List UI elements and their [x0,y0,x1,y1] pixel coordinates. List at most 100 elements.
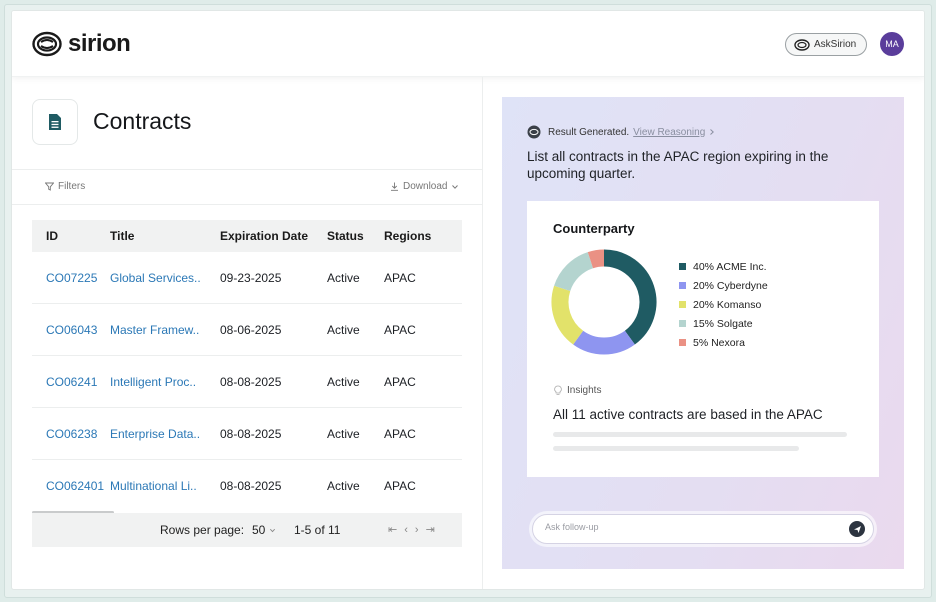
legend-swatch [679,282,686,289]
region-cell: APAC [384,270,416,285]
region-cell: APAC [384,479,416,493]
table-row[interactable]: CO06241 Intelligent Proc.. 08-08-2025 Ac… [32,356,462,408]
sirion-logo-icon [32,31,62,57]
loading-placeholder-line [553,432,847,437]
region-cell: APAC [384,322,416,337]
insights-heading: Insights [553,385,601,396]
send-icon [853,525,861,533]
filters-button[interactable]: Filters [45,181,85,192]
donut-slice-acme-inc [603,249,657,345]
legend-label: 20% Cyberdyne [693,279,768,292]
legend-label: 20% Komanso [693,298,762,311]
chart-title: Counterparty [553,221,635,236]
expiration-date: 08-08-2025 [220,374,282,389]
expiration-date: 08-06-2025 [220,322,282,337]
legend-swatch [679,301,686,308]
insights-label: Insights [567,385,602,396]
user-avatar[interactable]: MA [880,32,904,56]
sirion-logo-icon [794,38,810,51]
table-header: ID Title Expiration Date Status Regions [32,220,462,252]
legend-item: 20% Komanso [679,295,768,314]
donut-slice-cyberdyne [573,330,635,355]
column-header-regions[interactable]: Regions [384,229,432,243]
legend-swatch [679,339,686,346]
download-icon [391,182,398,191]
contract-title-link[interactable]: Master Framew.. [110,322,200,337]
column-header-expiration[interactable]: Expiration Date [220,229,309,243]
loading-placeholder-line [553,446,799,451]
legend-item: 5% Nexora [679,333,768,352]
donut-slice-nexora [587,249,605,269]
follow-up-input[interactable] [545,522,825,532]
rows-per-page-value: 50 [252,523,266,537]
legend-label: 40% ACME Inc. [693,260,767,273]
sirion-logo-icon [527,125,541,139]
legend-item: 15% Solgate [679,314,768,333]
contract-title-link[interactable]: Global Services.. [110,270,201,285]
contract-id-link[interactable]: CO06043 [46,322,98,337]
rows-per-page-label: Rows per page: [160,523,245,537]
contract-title-link[interactable]: Multinational Li.. [110,479,197,493]
legend-label: 15% Solgate [693,317,753,330]
ask-sirion-panel: Result Generated. View Reasoning List al… [502,97,904,569]
table-row[interactable]: CO062401 Multinational Li.. 08-08-2025 A… [32,460,462,512]
contracts-table: ID Title Expiration Date Status Regions … [32,220,462,512]
contract-title-link[interactable]: Enterprise Data.. [110,426,201,441]
contract-id-link[interactable]: CO062401 [46,479,105,493]
legend-item: 20% Cyberdyne [679,276,768,295]
download-button[interactable]: Download [390,181,459,192]
pagination-bar: Rows per page: 50 1-5 of 11 ⇤‹›⇥ [32,513,462,547]
legend-item: 40% ACME Inc. [679,257,768,276]
table-row[interactable]: CO06238 Enterprise Data.. 08-08-2025 Act… [32,408,462,460]
legend-swatch [679,320,686,327]
contract-title-link[interactable]: Intelligent Proc.. [110,374,197,389]
lightbulb-icon [554,385,562,395]
donut-slice-solgate [554,252,594,292]
ask-sirion-button[interactable]: AskSirion [785,33,867,56]
table-toolbar: Filters Download [12,169,482,205]
rows-per-page-select[interactable]: 50 [252,523,276,537]
table-row[interactable]: CO07225 Global Services.. 09-23-2025 Act… [32,252,462,304]
contract-id-link[interactable]: CO06238 [46,426,98,441]
download-label: Download [403,181,448,192]
panel-divider [482,77,483,589]
ask-sirion-label: AskSirion [814,39,857,50]
last-page-icon[interactable]: ⇥ [425,524,442,536]
expiration-date: 08-08-2025 [220,479,282,493]
brand-logo[interactable]: sirion [32,30,131,58]
chart-legend: 40% ACME Inc. 20% Cyberdyne 20% Komanso 15%… [679,257,768,352]
view-reasoning-link[interactable]: View Reasoning [633,126,706,138]
chevron-down-icon [269,528,275,533]
horizontal-scrollbar-thumb[interactable] [32,511,114,514]
page-controls: ⇤‹›⇥ [388,523,442,536]
region-cell: APAC [384,426,416,441]
status-cell: Active [327,270,360,285]
page-title: Contracts [93,108,192,134]
first-page-icon[interactable]: ⇤ [388,524,405,536]
table-row[interactable]: CO06043 Master Framew.. 08-06-2025 Activ… [32,304,462,356]
result-card: Counterparty 40% ACME Inc. 20% Cyberdyne 2… [527,201,879,477]
column-header-status[interactable]: Status [327,229,364,243]
prev-page-icon[interactable]: ‹ [404,524,415,536]
column-header-id[interactable]: ID [46,229,58,243]
result-status: Result Generated. View Reasoning [527,125,716,139]
status-cell: Active [327,374,360,389]
next-page-icon[interactable]: › [414,524,426,536]
counterparty-donut-chart [551,249,657,355]
user-query: List all contracts in the APAC region ex… [527,149,829,181]
legend-label: 5% Nexora [693,336,745,349]
document-icon [49,114,61,130]
insight-text: All 11 active contracts are based in the… [553,407,823,422]
filters-label: Filters [58,181,86,192]
app-window: sirion AskSirion MA Contracts Filters [12,11,924,589]
status-cell: Active [327,426,360,441]
page-range: 1-5 of 11 [294,523,341,537]
column-header-title[interactable]: Title [110,229,135,243]
result-status-text: Result Generated. [548,126,630,138]
contract-id-link[interactable]: CO06241 [46,374,98,389]
send-button[interactable] [849,521,865,537]
follow-up-field[interactable] [532,514,874,544]
contracts-page-icon-tile [32,99,78,145]
contract-id-link[interactable]: CO07225 [46,270,98,285]
chevron-down-icon [452,184,459,189]
